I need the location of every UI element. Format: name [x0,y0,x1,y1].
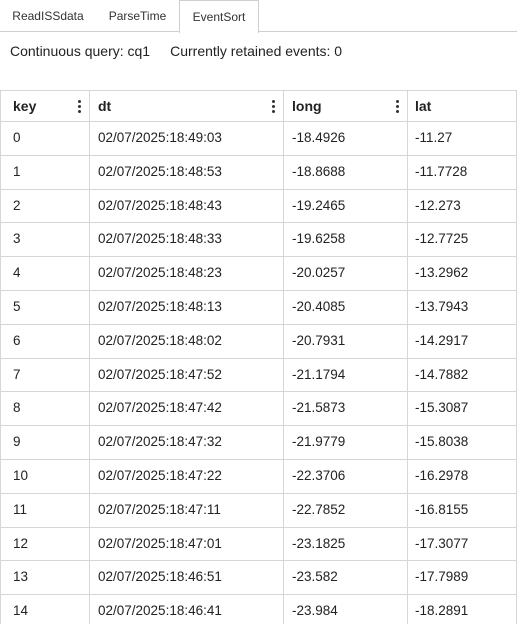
cell-long: -18.4926 [284,122,408,155]
column-header-label: key [13,98,37,114]
column-header-label: long [292,98,322,114]
table-header-row: key dt long lat [0,91,517,122]
continuous-query-label: Continuous query: cq1 [10,43,151,59]
table-row[interactable]: 9 02/07/2025:18:47:32 -21.9779 -15.8038 [0,426,517,460]
cell-dt: 02/07/2025:18:46:51 [90,561,284,595]
kebab-menu-icon[interactable] [78,100,81,113]
column-header-lat[interactable]: lat [408,91,517,121]
cell-long: -23.984 [284,595,408,624]
retained-events-label: Currently retained events: 0 [170,43,343,59]
cell-key: 2 [0,189,90,223]
column-header-label: dt [98,98,112,114]
cell-lat: -17.3077 [408,527,517,561]
column-header-dt[interactable]: dt [90,91,284,121]
cell-lat: -16.2978 [408,459,517,493]
cell-long: -18.8688 [284,155,408,189]
cell-long: -20.7931 [284,324,408,358]
tab-bar: ReadISSdata ParseTime EventSort [0,0,517,33]
kebab-menu-icon[interactable] [396,100,399,113]
cell-dt: 02/07/2025:18:48:33 [90,223,284,257]
cell-dt: 02/07/2025:18:46:41 [90,595,284,624]
cell-lat: -17.7989 [408,561,517,595]
table-row[interactable]: 13 02/07/2025:18:46:51 -23.582 -17.7989 [0,561,517,596]
cell-lat: -14.7882 [408,358,517,392]
cell-dt: 02/07/2025:18:48:43 [90,189,284,223]
cell-lat: -15.3087 [408,392,517,426]
cell-lat: -18.2891 [408,595,517,624]
cell-key: 9 [0,426,90,459]
cell-lat: -14.2917 [408,324,517,358]
table-row[interactable]: 4 02/07/2025:18:48:23 -20.0257 -13.2962 [0,257,517,291]
cell-lat: -12.273 [408,189,517,223]
table-row[interactable]: 6 02/07/2025:18:48:02 -20.7931 -14.2917 [0,324,517,359]
cell-long: -23.582 [284,561,408,595]
cell-dt: 02/07/2025:18:48:53 [90,155,284,189]
tab-eventsort[interactable]: EventSort [179,0,259,33]
table-row[interactable]: 2 02/07/2025:18:48:43 -19.2465 -12.273 [0,189,517,224]
table-row[interactable]: 5 02/07/2025:18:48:13 -20.4085 -13.7943 [0,290,517,325]
table-body: 0 02/07/2025:18:49:03 -18.4926 -11.27 1 02/07… [0,122,517,624]
table-row[interactable]: 14 02/07/2025:18:46:41 -23.984 -18.2891 [0,595,517,624]
cell-long: -20.0257 [284,257,408,290]
cell-key: 10 [0,459,90,493]
cell-long: -21.9779 [284,426,408,459]
cell-lat: -13.7943 [408,290,517,324]
cell-key: 5 [0,290,90,324]
cell-key: 1 [0,155,90,189]
cell-key: 0 [0,122,90,155]
cell-dt: 02/07/2025:18:48:13 [90,290,284,324]
table-row[interactable]: 11 02/07/2025:18:47:11 -22.7852 -16.8155 [0,493,517,528]
cell-lat: -11.7728 [408,155,517,189]
cell-key: 12 [0,527,90,561]
cell-key: 13 [0,561,90,595]
table-row[interactable]: 8 02/07/2025:18:47:42 -21.5873 -15.3087 [0,392,517,427]
cell-key: 4 [0,257,90,290]
tab-readissdata[interactable]: ReadISSdata [12,9,84,23]
column-header-label: lat [415,98,432,114]
cell-long: -22.7852 [284,493,408,527]
cell-lat: -12.7725 [408,223,517,257]
table-row[interactable]: 12 02/07/2025:18:47:01 -23.1825 -17.3077 [0,527,517,562]
cell-long: -20.4085 [284,290,408,324]
cell-long: -22.3706 [284,459,408,493]
cell-dt: 02/07/2025:18:49:03 [90,122,284,155]
query-info-bar: Continuous query: cq1 Currently retained … [0,32,517,90]
column-header-key[interactable]: key [0,91,90,121]
cell-dt: 02/07/2025:18:47:32 [90,426,284,459]
cell-dt: 02/07/2025:18:47:22 [90,459,284,493]
cell-lat: -11.27 [408,122,517,155]
cell-key: 7 [0,358,90,392]
cell-long: -19.2465 [284,189,408,223]
table-row[interactable]: 3 02/07/2025:18:48:33 -19.6258 -12.7725 [0,223,517,258]
column-header-long[interactable]: long [284,91,408,121]
cell-dt: 02/07/2025:18:47:52 [90,358,284,392]
cell-key: 14 [0,595,90,624]
cell-key: 8 [0,392,90,426]
table-row[interactable]: 1 02/07/2025:18:48:53 -18.8688 -11.7728 [0,155,517,190]
cell-key: 6 [0,324,90,358]
cell-dt: 02/07/2025:18:47:42 [90,392,284,426]
cell-key: 11 [0,493,90,527]
cell-long: -21.1794 [284,358,408,392]
table-row[interactable]: 0 02/07/2025:18:49:03 -18.4926 -11.27 [0,122,517,156]
table-row[interactable]: 7 02/07/2025:18:47:52 -21.1794 -14.7882 [0,358,517,393]
cell-lat: -15.8038 [408,426,517,459]
cell-dt: 02/07/2025:18:47:01 [90,527,284,561]
tab-parsetime[interactable]: ParseTime [108,9,167,23]
cell-lat: -13.2962 [408,257,517,290]
cell-lat: -16.8155 [408,493,517,527]
cell-long: -21.5873 [284,392,408,426]
cell-dt: 02/07/2025:18:48:23 [90,257,284,290]
cell-dt: 02/07/2025:18:47:11 [90,493,284,527]
events-table: key dt long lat 0 02/07/2025:18:49:03 -18.… [0,90,517,624]
kebab-menu-icon[interactable] [272,100,275,113]
cell-key: 3 [0,223,90,257]
table-row[interactable]: 10 02/07/2025:18:47:22 -22.3706 -16.2978 [0,459,517,494]
cell-dt: 02/07/2025:18:48:02 [90,324,284,358]
cell-long: -19.6258 [284,223,408,257]
cell-long: -23.1825 [284,527,408,561]
